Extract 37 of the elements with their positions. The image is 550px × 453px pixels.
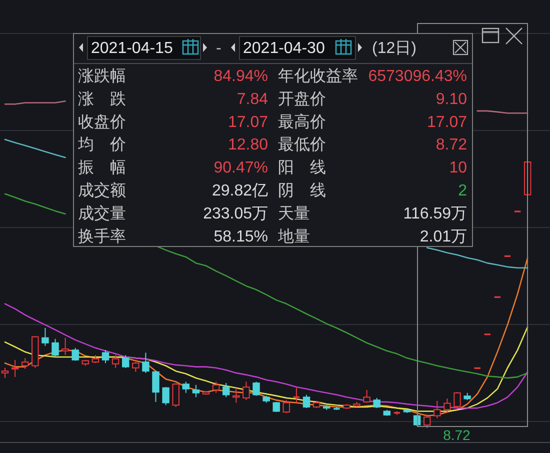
annotation: 成交量 bbox=[78, 204, 126, 222]
annotation: 8.72 bbox=[436, 136, 468, 154]
annotation: 29.82亿 bbox=[212, 182, 268, 200]
annotation: 17.07 bbox=[228, 114, 268, 131]
annotation: 2.01万 bbox=[420, 228, 467, 246]
annotation: 开盘价 bbox=[278, 90, 326, 108]
annotation: 振 幅 bbox=[78, 160, 126, 177]
text: (12日) bbox=[372, 40, 416, 57]
annotation: 阳 线 bbox=[278, 158, 326, 177]
annotation: 90.47% bbox=[214, 160, 268, 177]
annotation: 12.80 bbox=[228, 136, 268, 154]
annotation: 换手率 bbox=[78, 227, 126, 246]
annotation: 收盘价 bbox=[78, 114, 126, 131]
annotation: 8.72 bbox=[443, 427, 471, 443]
annotation: 58.15% bbox=[214, 228, 268, 246]
text: - bbox=[216, 40, 222, 57]
text: 2021-04-30 bbox=[243, 40, 325, 57]
annotation: 阴 线 bbox=[278, 182, 326, 200]
annotation: 17.07 bbox=[426, 114, 468, 131]
annotation: 7.84 bbox=[236, 90, 268, 108]
annotation: 10 bbox=[449, 160, 468, 177]
text: 年化收益率 bbox=[278, 67, 358, 85]
annotation: 涨 跌 bbox=[78, 90, 126, 108]
annotation: 天量 bbox=[278, 205, 310, 222]
text: 6573096.43% bbox=[368, 68, 467, 85]
text: 84.94% bbox=[214, 68, 268, 85]
annotation: 9.10 bbox=[436, 90, 468, 108]
annotation: 地量 bbox=[277, 227, 310, 246]
annotation: 116.59万 bbox=[403, 205, 467, 222]
annotation: 均 价 bbox=[77, 136, 126, 154]
text: 涨跌幅 bbox=[78, 67, 126, 85]
annotation: 成交额 bbox=[78, 182, 126, 200]
annotation: 最低价 bbox=[278, 136, 326, 154]
annotation: 最高价 bbox=[278, 112, 326, 131]
text: 2021-04-15 bbox=[91, 40, 173, 57]
annotation: 2 bbox=[458, 182, 468, 200]
annotation: 233.05万 bbox=[203, 205, 268, 222]
